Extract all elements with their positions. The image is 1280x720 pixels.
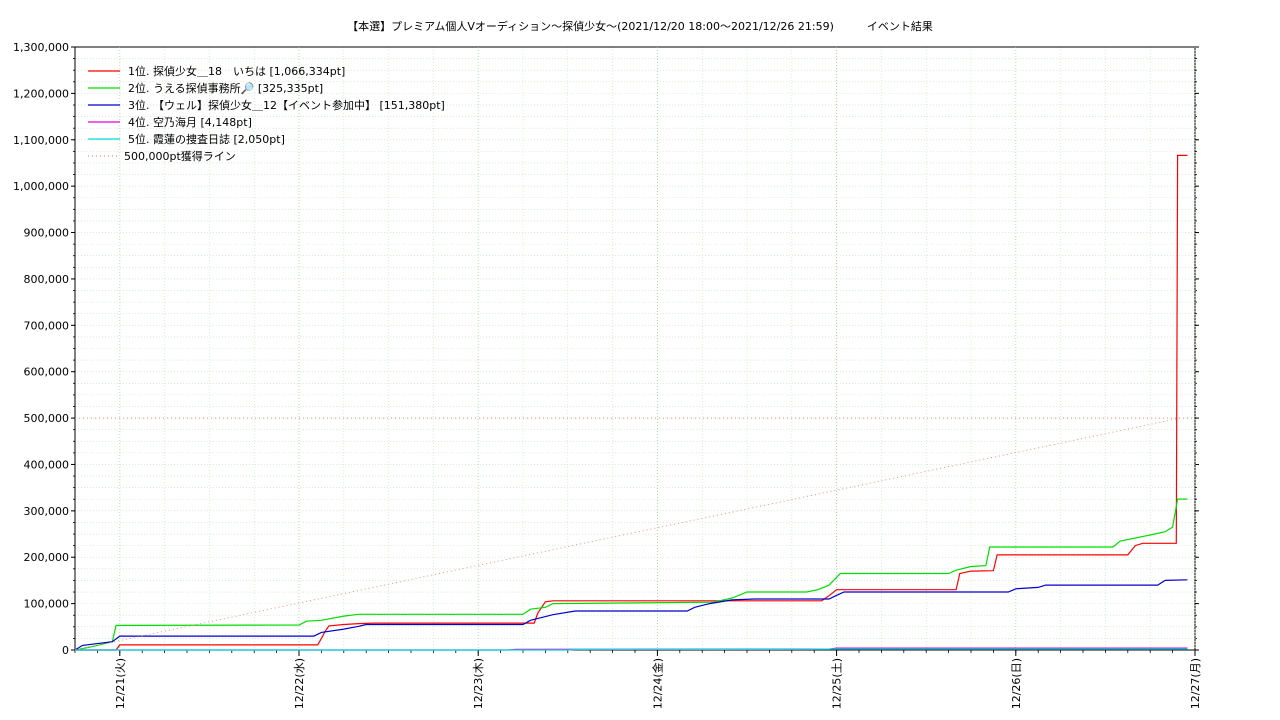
x-tick-label: 12/26(日)	[1010, 658, 1023, 709]
legend-label-4: 4位. 空乃海月 [4,148pt]	[128, 115, 252, 129]
y-tick-label: 900,000	[24, 227, 70, 240]
y-tick-label: 500,000	[24, 412, 70, 425]
legend-label-1: 1位. 探偵少女＿18 いちは [1,066,334pt]	[128, 64, 345, 78]
y-tick-label: 700,000	[24, 319, 70, 332]
chart-title: 【本選】プレミアム個人Vオーディション〜探偵少女～(2021/12/20 18:…	[347, 20, 933, 33]
y-tick-label: 600,000	[24, 366, 70, 379]
y-tick-label: 800,000	[24, 273, 70, 286]
series-line-5	[75, 648, 1188, 651]
x-tick-label: 12/25(土)	[831, 658, 844, 709]
y-tick-label: 400,000	[24, 458, 70, 471]
series-line-3	[74, 579, 1188, 651]
x-tick-label: 12/27(月)	[1189, 658, 1202, 709]
x-tick-label: 12/24(金)	[650, 658, 664, 709]
series-line-6	[74, 417, 1181, 651]
legend-label-3: 3位. 【ウェル】探偵少女＿12【イベント参加中】 [151,380pt]	[128, 98, 445, 112]
series-line-2	[74, 498, 1188, 651]
y-tick-label: 1,100,000	[13, 134, 69, 147]
legend-label-2: 2位. うえる探偵事務所🔎 [325,335pt]	[128, 81, 323, 95]
y-tick-label: 300,000	[24, 505, 70, 518]
legend-label-6: 500,000pt獲得ライン	[124, 150, 236, 163]
y-tick-label: 1,300,000	[13, 41, 69, 54]
y-tick-label: 1,000,000	[13, 180, 69, 193]
x-tick-label: 12/22(水)	[293, 658, 306, 709]
legend-label-5: 5位. 霞蓮の捜査日誌 [2,050pt]	[128, 132, 285, 146]
y-tick-label: 100,000	[24, 598, 70, 611]
y-tick-label: 200,000	[24, 551, 70, 564]
x-tick-label: 12/21(火)	[114, 658, 127, 709]
x-tick-label: 12/23(木)	[472, 658, 485, 709]
y-tick-label: 0	[62, 644, 69, 657]
series-line-1	[75, 154, 1188, 651]
y-tick-label: 1,200,000	[13, 87, 69, 100]
